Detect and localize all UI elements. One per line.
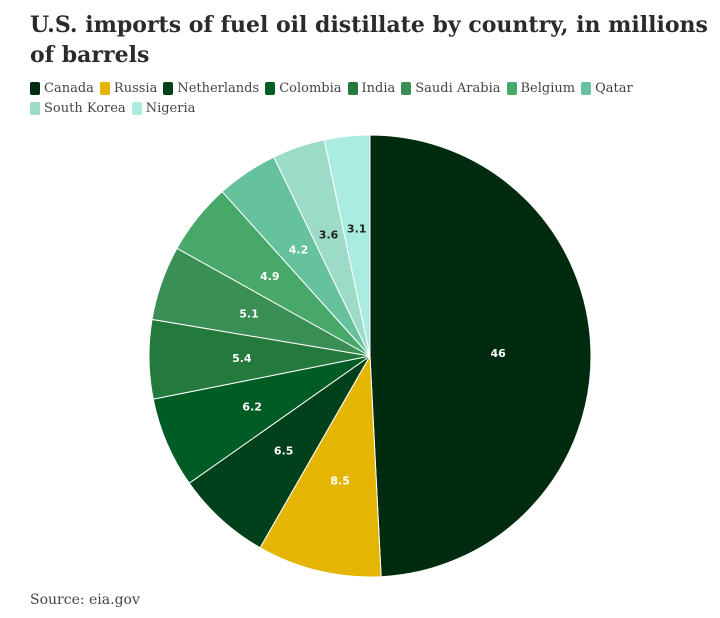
legend-label: South Korea: [44, 101, 126, 116]
data-label: 5.4: [232, 352, 252, 365]
legend-item-south-korea: South Korea: [30, 100, 126, 117]
data-label: 46: [490, 347, 506, 360]
pie-slice-canada: [369, 134, 592, 578]
legend-swatch: [30, 102, 40, 115]
legend-label: Canada: [44, 81, 94, 96]
data-label: 6.2: [242, 400, 262, 413]
data-label: 6.5: [274, 445, 294, 458]
chart-title: U.S. imports of fuel oil distillate by c…: [30, 12, 708, 68]
legend-label: India: [361, 81, 396, 96]
pie-slice-nigeria: [323, 134, 371, 357]
legend-swatch: [347, 82, 358, 95]
legend-item-belgium: Belgium: [506, 80, 576, 97]
legend-item-russia: Russia: [99, 80, 158, 97]
data-label: 4.2: [289, 244, 309, 257]
legend-item-canada: Canada: [30, 80, 94, 97]
legend-swatch: [131, 102, 142, 115]
chart-legend: Canada Russia Netherlands Colombia India Saud…: [30, 80, 690, 117]
legend-item-qatar: Qatar: [581, 80, 633, 97]
legend-label: Netherlands: [177, 81, 260, 96]
legend-swatch: [99, 82, 110, 95]
legend-swatch: [401, 82, 412, 95]
legend-swatch: [163, 82, 174, 95]
legend-item-saudi-arabia: Saudi Arabia: [401, 80, 501, 97]
legend-swatch: [581, 82, 592, 95]
legend-label: Qatar: [595, 81, 633, 96]
data-label: 5.1: [239, 308, 259, 321]
legend-label: Belgium: [520, 81, 576, 96]
source-note: Source: eia.gov: [30, 592, 140, 608]
data-label: 4.9: [260, 270, 280, 283]
legend-label: Colombia: [279, 81, 342, 96]
data-label: 3.6: [319, 229, 339, 242]
legend-swatch: [506, 82, 517, 95]
legend-item-india: India: [347, 80, 396, 97]
legend-item-netherlands: Netherlands: [163, 80, 259, 97]
legend-label: Saudi Arabia: [415, 81, 501, 96]
legend-label: Russia: [113, 81, 158, 96]
legend-item-colombia: Colombia: [265, 80, 342, 97]
data-label: 8.5: [330, 475, 350, 488]
data-label: 3.1: [347, 223, 367, 236]
pie-slice-russia: [259, 354, 382, 578]
legend-label: Nigeria: [145, 101, 196, 116]
legend-item-nigeria: Nigeria: [131, 100, 196, 117]
legend-swatch: [265, 82, 276, 95]
legend-swatch: [30, 82, 40, 95]
